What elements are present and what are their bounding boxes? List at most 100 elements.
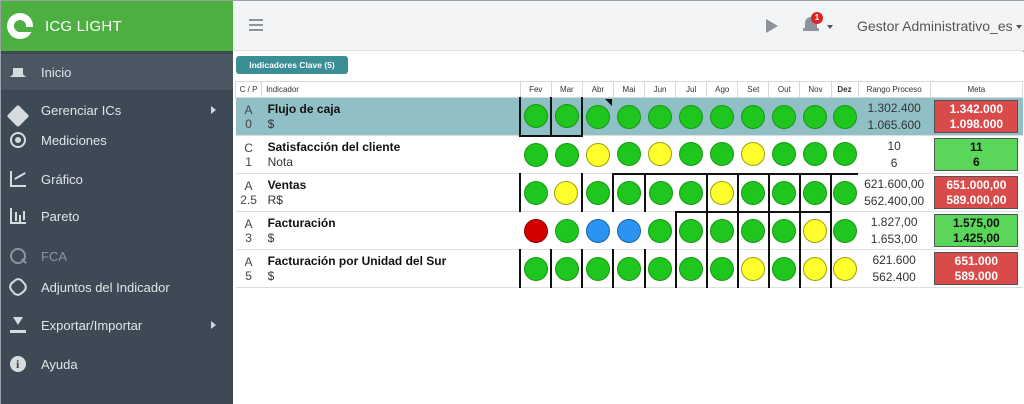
status-green-circle-icon[interactable] xyxy=(679,256,704,281)
status-red-circle-icon[interactable] xyxy=(523,218,548,243)
month-status-cell[interactable] xyxy=(520,211,552,250)
month-status-cell[interactable] xyxy=(581,97,614,136)
status-green-circle-icon[interactable] xyxy=(554,256,579,281)
sidebar-item-gerenciar-ics[interactable]: Gerenciar ICs xyxy=(1,92,233,128)
status-yellow-circle-icon[interactable] xyxy=(710,180,735,205)
table-row[interactable]: A 2.5 Ventas R$ 621.600,00 562.400,00 651.000,… xyxy=(235,172,1023,212)
status-green-circle-icon[interactable] xyxy=(523,142,548,167)
table-row[interactable]: A 0 Flujo de caja $1.302.400 1.065.600 1.342.… xyxy=(235,97,1023,137)
tab-indicadores-clave[interactable]: Indicadores Clave (5) xyxy=(236,56,348,74)
status-green-circle-icon[interactable] xyxy=(710,256,735,281)
status-green-circle-icon[interactable] xyxy=(524,180,549,205)
month-status-cell[interactable] xyxy=(675,97,707,136)
month-status-cell[interactable] xyxy=(736,249,769,288)
month-status-cell[interactable] xyxy=(581,173,614,212)
status-green-circle-icon[interactable] xyxy=(710,104,735,129)
col-header-month[interactable]: Out xyxy=(768,81,801,98)
col-header-month[interactable]: Ago xyxy=(706,81,739,98)
month-status-cell[interactable] xyxy=(737,135,769,174)
col-header-month[interactable]: Abr xyxy=(581,81,614,98)
sidebar-item-inicio[interactable]: Inicio xyxy=(1,54,233,90)
col-header-cp[interactable]: C / P xyxy=(234,81,263,98)
col-header-meta[interactable]: Meta xyxy=(929,81,1024,98)
status-yellow-circle-icon[interactable] xyxy=(585,142,610,167)
status-green-circle-icon[interactable] xyxy=(648,180,673,205)
month-status-cell[interactable] xyxy=(612,249,645,288)
month-status-cell[interactable] xyxy=(736,210,769,250)
month-status-cell[interactable] xyxy=(582,211,614,250)
month-status-cell[interactable] xyxy=(644,135,676,174)
indicator-name[interactable]: Facturación por Unidad del Sur xyxy=(267,253,447,268)
status-green-circle-icon[interactable] xyxy=(710,218,735,243)
col-header-month[interactable]: Mar xyxy=(550,81,583,98)
status-green-circle-icon[interactable] xyxy=(554,104,579,129)
month-status-cell[interactable] xyxy=(706,135,738,174)
caret-down-icon[interactable] xyxy=(827,25,833,29)
month-status-cell[interactable] xyxy=(613,135,645,174)
indicator-cell[interactable]: Satisfacción del cliente Nota xyxy=(261,135,521,174)
status-green-circle-icon[interactable] xyxy=(585,180,610,205)
month-status-cell[interactable] xyxy=(644,97,676,136)
sidebar-item-adjuntos[interactable]: Adjuntos del Indicador xyxy=(1,269,233,305)
status-green-circle-icon[interactable] xyxy=(554,142,579,167)
status-green-circle-icon[interactable] xyxy=(523,256,548,281)
month-status-cell[interactable] xyxy=(674,210,707,250)
status-green-circle-icon[interactable] xyxy=(803,180,828,205)
month-status-cell[interactable] xyxy=(582,135,614,174)
month-status-cell[interactable] xyxy=(613,97,645,136)
status-green-circle-icon[interactable] xyxy=(833,218,858,243)
table-row[interactable]: A 5 Facturación por Unidad del Sur $621.600… xyxy=(235,249,1023,288)
month-status-cell[interactable] xyxy=(767,210,800,250)
sidebar-item-pareto[interactable]: Pareto xyxy=(1,198,233,234)
month-status-cell[interactable] xyxy=(705,172,738,212)
month-status-cell[interactable] xyxy=(705,249,738,288)
col-header-month[interactable]: Jun xyxy=(644,81,677,98)
month-status-cell[interactable] xyxy=(829,172,859,212)
indicator-cell[interactable]: Flujo de caja $ xyxy=(261,97,521,136)
month-status-cell[interactable] xyxy=(706,97,738,136)
status-yellow-circle-icon[interactable] xyxy=(741,142,766,167)
indicator-name[interactable]: Ventas xyxy=(267,177,307,192)
month-status-cell[interactable] xyxy=(798,210,831,250)
month-status-cell[interactable] xyxy=(644,211,676,250)
user-menu[interactable]: Gestor Administrativo_es xyxy=(857,18,1013,34)
month-status-cell[interactable] xyxy=(829,249,859,288)
month-status-cell[interactable] xyxy=(767,172,800,212)
status-yellow-circle-icon[interactable] xyxy=(648,142,673,167)
sidebar-item-mediciones[interactable]: Mediciones xyxy=(1,122,233,158)
month-status-cell[interactable] xyxy=(705,210,738,250)
status-green-circle-icon[interactable] xyxy=(648,104,673,129)
col-header-month[interactable]: Set xyxy=(737,81,770,98)
month-status-cell[interactable] xyxy=(612,172,645,212)
status-green-circle-icon[interactable] xyxy=(772,142,797,167)
sidebar-item-grafico[interactable]: Gráfico xyxy=(1,161,233,197)
status-yellow-circle-icon[interactable] xyxy=(803,218,828,243)
month-status-cell[interactable] xyxy=(737,97,769,136)
month-status-cell[interactable] xyxy=(799,135,831,174)
status-green-circle-icon[interactable] xyxy=(832,142,857,167)
month-status-cell[interactable] xyxy=(550,249,583,288)
month-status-cell[interactable] xyxy=(550,97,583,137)
status-green-circle-icon[interactable] xyxy=(616,180,641,205)
status-green-circle-icon[interactable] xyxy=(710,142,735,167)
indicator-name[interactable]: Satisfacción del cliente xyxy=(267,139,401,154)
month-status-cell[interactable] xyxy=(829,211,859,250)
brand-header[interactable]: ICG LIGHT xyxy=(1,1,233,51)
month-status-cell[interactable] xyxy=(674,249,707,288)
status-green-circle-icon[interactable] xyxy=(741,104,766,129)
month-status-cell[interactable] xyxy=(831,135,859,174)
status-green-circle-icon[interactable] xyxy=(772,180,797,205)
hamburger-menu-icon[interactable] xyxy=(249,19,263,31)
month-status-cell[interactable] xyxy=(551,135,583,174)
status-green-circle-icon[interactable] xyxy=(523,104,548,129)
status-yellow-circle-icon[interactable] xyxy=(803,256,828,281)
month-status-cell[interactable] xyxy=(551,211,583,250)
status-yellow-circle-icon[interactable] xyxy=(833,256,858,281)
month-status-cell[interactable] xyxy=(581,249,614,288)
play-icon[interactable] xyxy=(766,19,778,33)
col-header-month[interactable]: Fev xyxy=(519,81,552,98)
indicator-cell[interactable]: Ventas R$ xyxy=(261,173,521,212)
col-header-month[interactable]: Dez xyxy=(830,81,859,98)
status-green-circle-icon[interactable] xyxy=(741,180,766,205)
month-status-cell[interactable] xyxy=(519,173,552,212)
